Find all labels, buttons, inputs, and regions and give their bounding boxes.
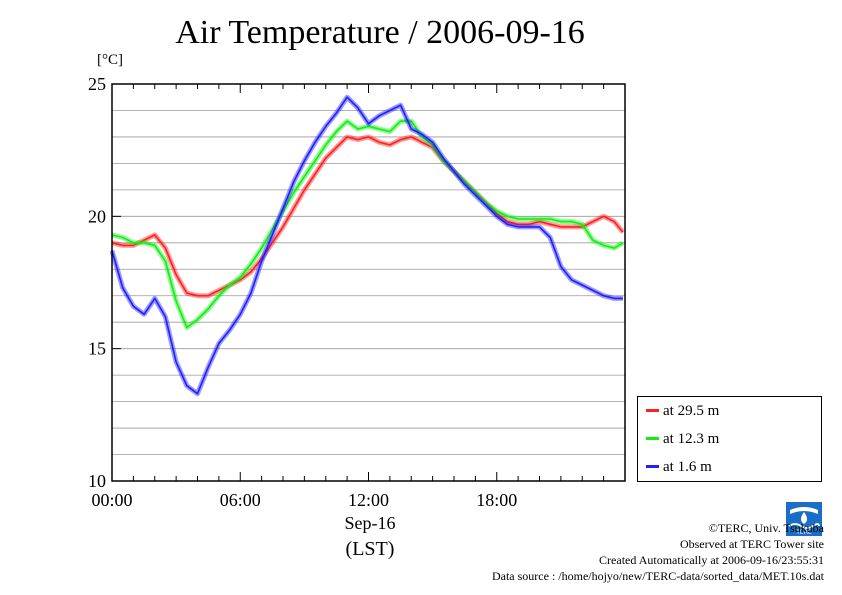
legend-swatch-red (646, 409, 659, 413)
x-axis-date: Sep-16 (344, 513, 396, 533)
plot-frame (111, 83, 626, 482)
legend-swatch-blue (646, 465, 659, 469)
y-tick-label: 20 (88, 206, 106, 226)
credit-copyright: ©TERC, Univ. Tsukuba (708, 521, 824, 535)
y-tick-label: 25 (88, 74, 106, 94)
series-lines (109, 94, 625, 397)
credit-created: Created Automatically at 2006-09-16/23:5… (599, 553, 824, 567)
y-tick-label: 10 (88, 471, 106, 491)
credit-source: Data source : /home/hojyo/new/TERC-data/… (491, 569, 824, 583)
series-line-0 (111, 136, 624, 297)
x-tick-label: 06:00 (220, 490, 261, 510)
x-tick-label: 12:00 (348, 490, 389, 510)
credits-block: ©TERC, Univ. Tsukuba Observed at TERC To… (492, 520, 824, 584)
grid-lines (112, 110, 625, 455)
x-tick-label: 18:00 (476, 490, 517, 510)
x-tick-label: 00:00 (91, 490, 132, 510)
series-halo-2 (109, 94, 623, 397)
terc-logo-icon: TERC (786, 502, 822, 536)
logo-text: TERC (795, 529, 812, 536)
x-axis-timezone: (LST) (345, 538, 395, 560)
credit-site: Observed at TERC Tower site (679, 537, 824, 551)
y-axis-unit: [°C] (97, 52, 123, 68)
legend-item-29-5m: at 29.5 m (646, 401, 719, 421)
legend: at 29.5 m at 12.3 m at 1.6 m (637, 396, 822, 482)
series-line-2 (111, 96, 623, 395)
axis-ticks: 00:00 06:00 12:00 18:00 10 15 20 25 (88, 74, 626, 510)
legend-label: at 29.5 m (663, 403, 720, 419)
legend-label: at 1.6 m (663, 459, 712, 475)
y-tick-label: 15 (88, 339, 106, 359)
legend-label: at 12.3 m (663, 431, 720, 447)
legend-item-1-6m: at 1.6 m (646, 457, 712, 477)
legend-item-12-3m: at 12.3 m (646, 429, 719, 449)
series-line-1 (111, 120, 624, 329)
chart-title: Air Temperature / 2006-09-16 (175, 14, 585, 51)
legend-swatch-green (646, 437, 659, 441)
